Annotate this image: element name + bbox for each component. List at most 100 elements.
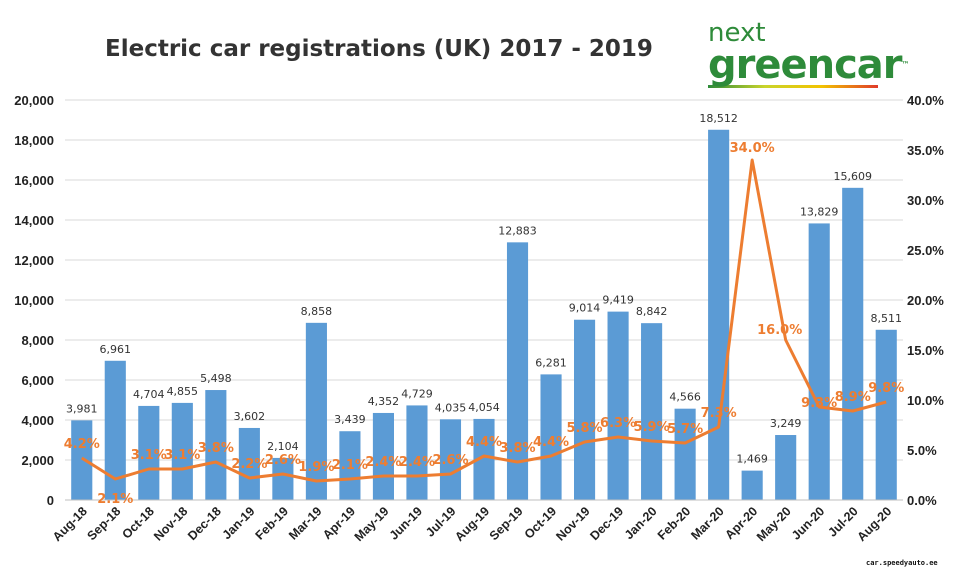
bar-label: 5,498 — [200, 372, 232, 385]
left-axis-tick: 4,000 — [21, 413, 54, 428]
bar — [171, 402, 193, 500]
x-axis-tick: Aug-19 — [452, 504, 492, 544]
x-axis-tick: Jan-20 — [622, 504, 660, 542]
line-label: 2.6% — [432, 453, 468, 468]
x-axis-tick: Jun-20 — [789, 504, 827, 542]
bar-label: 15,609 — [833, 170, 872, 183]
line-label: 2.2% — [231, 457, 267, 472]
right-axis-tick: 25.0% — [907, 243, 944, 258]
line-label: 2.4% — [399, 455, 435, 470]
line-label: 3.8% — [499, 441, 535, 456]
bar-label: 4,704 — [133, 388, 165, 401]
line-label: 5.8% — [567, 421, 603, 436]
bar — [439, 419, 462, 500]
bar-label: 3,439 — [334, 413, 366, 426]
bar-label: 9,014 — [569, 302, 601, 315]
bar-label: 4,729 — [401, 387, 433, 400]
bar — [741, 470, 763, 500]
left-axis-tick: 18,000 — [14, 133, 54, 148]
bar — [875, 329, 897, 500]
bar — [708, 129, 730, 500]
right-axis-tick: 10.0% — [907, 393, 944, 408]
right-axis-tick: 40.0% — [907, 93, 944, 108]
bar — [339, 431, 361, 500]
left-axis-tick: 6,000 — [21, 373, 54, 388]
bar — [71, 420, 93, 500]
bar-label: 4,054 — [468, 401, 500, 414]
nextgreencar-logo: next greencar™ — [708, 18, 910, 88]
share-line — [80, 158, 887, 483]
bar — [372, 412, 394, 500]
bar-label: 3,602 — [234, 410, 266, 423]
line-label: 3.1% — [164, 448, 200, 463]
left-axis-tick: 8,000 — [21, 333, 54, 348]
x-axis-tick: Jan-19 — [220, 504, 258, 542]
bar-label: 1,469 — [736, 453, 768, 466]
line-label: 2.4% — [365, 455, 401, 470]
x-axis-tick: May-19 — [352, 504, 392, 544]
line-label: 4.4% — [466, 435, 502, 450]
bar — [238, 427, 260, 500]
bar — [406, 405, 428, 500]
bar-label: 8,842 — [636, 305, 668, 318]
bar-label: 4,035 — [435, 401, 467, 414]
x-axis-tick: Aug-20 — [854, 504, 894, 544]
line-label: 5.9% — [634, 420, 670, 435]
bar — [506, 242, 529, 500]
right-axis-tick: 5.0% — [907, 443, 937, 458]
line-label: 3.1% — [131, 448, 167, 463]
line-label: 2.1% — [332, 458, 368, 473]
bar-label: 6,961 — [100, 343, 132, 356]
x-axis-tick: Sep-19 — [487, 504, 526, 543]
x-axis-tick: Dec-18 — [185, 504, 224, 543]
left-axis-tick: 12,000 — [14, 253, 54, 268]
line-label: 9.3% — [801, 396, 837, 411]
bar — [305, 322, 327, 500]
bar — [808, 223, 830, 501]
x-axis-tick: Dec-19 — [587, 504, 626, 543]
bar-label: 4,352 — [368, 395, 400, 408]
bar-label: 12,883 — [498, 224, 537, 237]
right-axis-tick: 15.0% — [907, 343, 944, 358]
x-axis-tick: Apr-20 — [722, 504, 760, 542]
left-axis-tick: 10,000 — [14, 293, 54, 308]
x-axis-tick: Oct-19 — [522, 504, 559, 541]
x-axis-tick: Feb-20 — [655, 504, 693, 542]
bar-label: 3,981 — [66, 402, 98, 415]
chart-title: Electric car registrations (UK) 2017 - 2… — [105, 36, 653, 62]
left-axis-tick: 14,000 — [14, 213, 54, 228]
line-label: 4.4% — [533, 435, 569, 450]
line-label: 2.6% — [265, 453, 301, 468]
x-axis-tick: Mar-19 — [286, 504, 324, 542]
line-label: 5.7% — [667, 422, 703, 437]
bar-label: 8,858 — [301, 305, 333, 318]
x-axis-tick: Apr-19 — [320, 504, 358, 542]
x-axis-tick: Nov-18 — [151, 504, 190, 543]
x-axis-tick: Nov-19 — [553, 504, 592, 543]
line-label: 8.9% — [835, 390, 871, 405]
bar — [574, 319, 596, 500]
bar-label: 9,419 — [602, 294, 634, 307]
right-axis-tick: 30.0% — [907, 193, 944, 208]
line-label: 16.0% — [757, 323, 802, 338]
bar — [775, 435, 797, 500]
bar — [473, 418, 495, 500]
line-label: 4.2% — [64, 437, 100, 452]
bar — [138, 405, 160, 500]
bar — [607, 311, 629, 500]
x-axis-tick: Oct-18 — [120, 504, 157, 541]
x-axis-tick: Aug-18 — [50, 504, 90, 544]
line-label: 34.0% — [730, 141, 775, 156]
bar — [674, 408, 696, 500]
bar-label: 13,829 — [800, 205, 839, 218]
bar-label: 6,281 — [535, 356, 567, 369]
bar-label: 3,249 — [770, 417, 802, 430]
x-axis-tick: Feb-19 — [253, 504, 291, 542]
line-label: 3.8% — [198, 441, 234, 456]
x-axis-tick: Mar-20 — [688, 504, 726, 542]
bar — [104, 360, 126, 500]
bar-label: 8,511 — [870, 312, 902, 325]
right-axis-tick: 20.0% — [907, 293, 944, 308]
x-axis-tick: Sep-18 — [85, 504, 124, 543]
